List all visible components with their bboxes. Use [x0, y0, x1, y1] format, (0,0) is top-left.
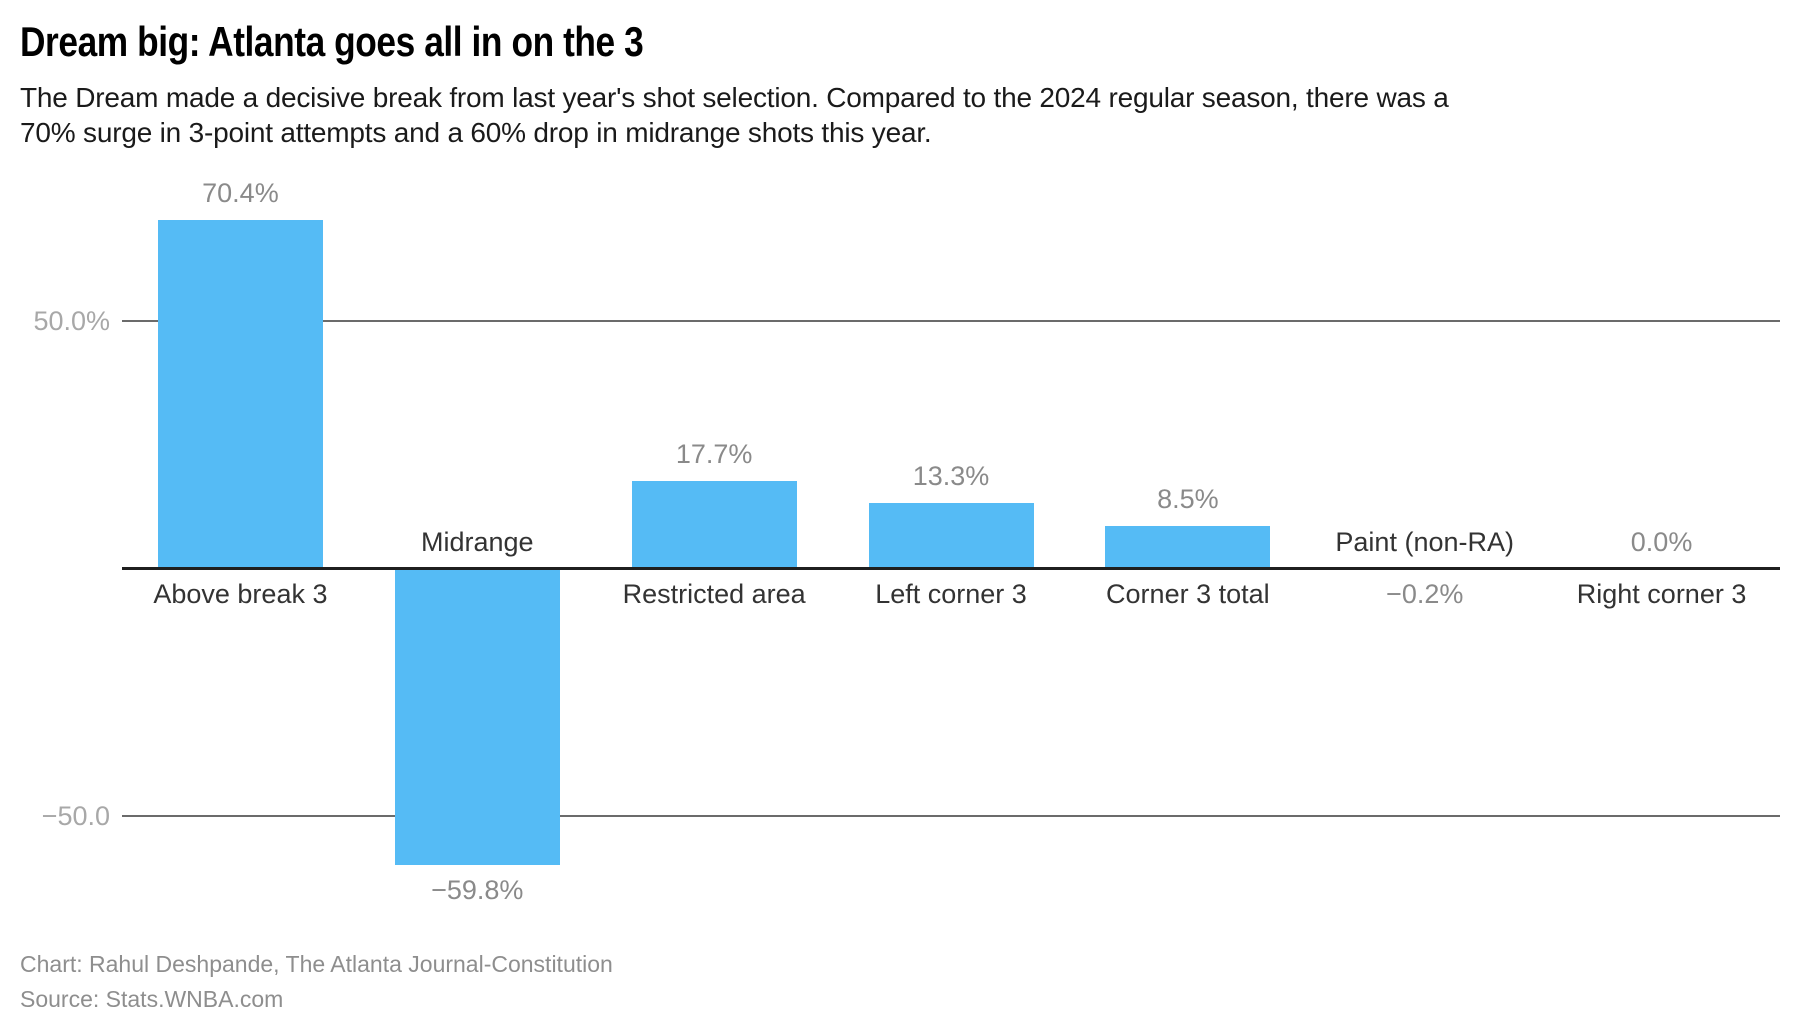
bar-category-label: Restricted area	[622, 578, 806, 609]
bar-value-label: 13.3%	[912, 460, 990, 491]
chart-credit: Chart: Rahul Deshpande, The Atlanta Jour…	[20, 951, 613, 977]
bar-category-label: Paint (non-RA)	[1335, 526, 1514, 557]
grid-line	[122, 815, 1780, 817]
bar-category-label: Corner 3 total	[1106, 578, 1270, 609]
bar-category-label: Above break 3	[153, 578, 328, 609]
bar-midrange	[394, 568, 560, 865]
bar-value-label: 0.0%	[1630, 526, 1693, 557]
y-axis-tick-label: 50.0%	[33, 306, 110, 336]
chart-subtitle-line-2: 70% surge in 3-point attempts and a 60% …	[20, 117, 932, 148]
grid-line	[122, 320, 1780, 322]
bar-category-label: Midrange	[421, 526, 534, 557]
chart-subtitle-line-1: The Dream made a decisive break from las…	[20, 82, 1449, 113]
bar-value-label: −59.8%	[431, 874, 524, 905]
chart-subtitle: The Dream made a decisive break from las…	[20, 80, 1449, 150]
bar-category-label: Right corner 3	[1576, 578, 1747, 609]
bar-category-label: Left corner 3	[875, 578, 1027, 609]
bar-above-break-3	[157, 220, 323, 569]
chart-footer: Chart: Rahul Deshpande, The Atlanta Jour…	[20, 947, 613, 1017]
bar-corner-3-total	[1105, 526, 1271, 569]
chart-source: Source: Stats.WNBA.com	[20, 986, 284, 1012]
y-axis-tick-label: −50.0	[41, 801, 110, 831]
bar-restricted-area	[631, 480, 797, 569]
chart-title: Dream big: Atlanta goes all in on the 3	[20, 18, 644, 65]
bar-value-label: 8.5%	[1157, 484, 1219, 515]
bar-value-label: 70.4%	[202, 178, 279, 209]
bar-value-label: −0.2%	[1386, 579, 1464, 610]
bar-left-corner-3	[868, 502, 1034, 569]
x-axis-zero-line	[122, 567, 1780, 570]
bar-value-label: 17.7%	[675, 438, 753, 469]
